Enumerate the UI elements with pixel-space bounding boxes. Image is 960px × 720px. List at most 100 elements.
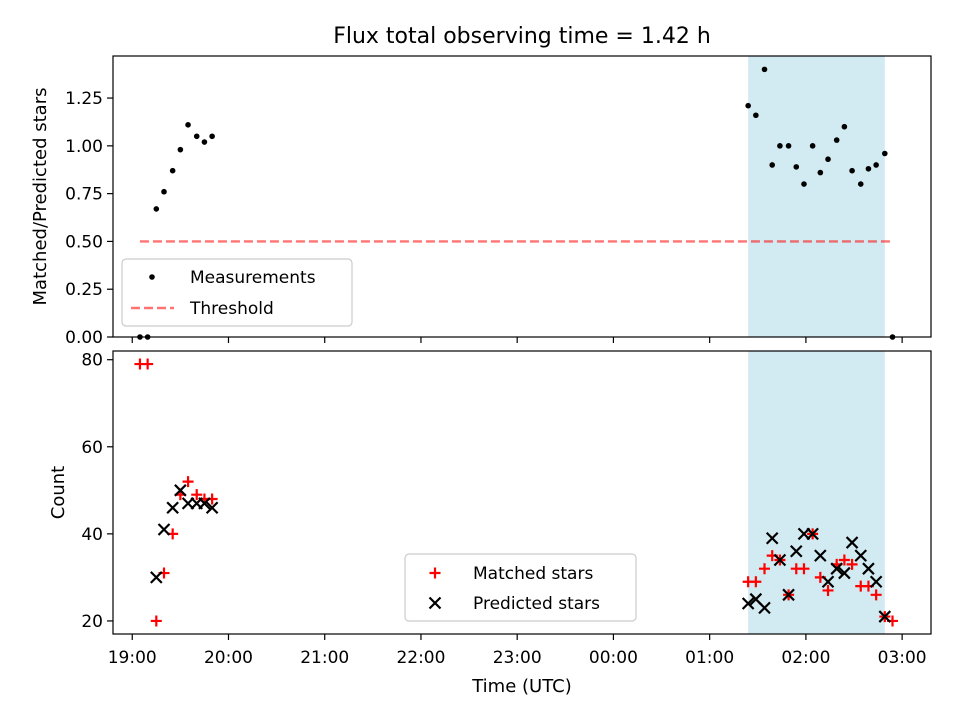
predicted-star-point — [157, 523, 171, 536]
measurement-point — [857, 181, 864, 187]
y-tick-label: 60 — [81, 438, 103, 458]
x-tick-label: 02:00 — [781, 648, 830, 668]
matched-star-point — [759, 563, 771, 575]
legend-label: Matched stars — [473, 564, 593, 584]
matched-star-point — [798, 563, 810, 575]
measurement-point — [761, 66, 768, 73]
predicted-star-point — [838, 566, 851, 580]
predicted-star-point — [765, 531, 779, 545]
measurement-point — [817, 169, 824, 176]
y-tick-label: 1.00 — [65, 137, 103, 157]
legend-box — [121, 258, 353, 327]
count-points — [134, 358, 899, 627]
measurement-point — [745, 102, 751, 109]
predicted-star-point — [150, 571, 163, 584]
measurement-point — [785, 143, 792, 149]
measurement-point — [793, 164, 800, 170]
x-tick-label: 22:00 — [396, 648, 445, 668]
x-tick-label: 00:00 — [589, 648, 638, 668]
y-tick-label: 0.50 — [65, 232, 103, 252]
y-tick-label: 80 — [81, 351, 103, 371]
predicted-star-point — [166, 501, 179, 515]
chart-title: Flux total observing time = 1.42 h — [333, 24, 711, 49]
matched-star-point — [846, 558, 858, 570]
ratio-panel: 0.00 0.25 0.50 0.75 1.00 1.25 Matched/Predict… — [30, 55, 932, 348]
legend: Matched stars Predicted stars — [404, 553, 637, 622]
legend-measurement-marker — [149, 274, 155, 280]
measurement-point — [801, 181, 807, 187]
predicted-star-point — [814, 549, 827, 562]
plot-frame — [112, 55, 932, 338]
y-axis-label: Count — [48, 466, 69, 519]
measurement-point — [777, 143, 783, 149]
y-tick-label: 1.25 — [65, 89, 103, 109]
measurement-point — [161, 188, 167, 195]
matched-star-point — [182, 476, 194, 488]
predicted-star-point — [773, 553, 787, 567]
y-tick-label: 0.25 — [65, 280, 103, 300]
x-axis-ticks: 19:00 20:00 21:00 22:00 23:00 00:00 01:00 02:00… — [108, 634, 927, 668]
measurement-point — [841, 123, 848, 130]
predicted-star-point — [758, 601, 771, 615]
measurement-point — [769, 162, 776, 168]
count-panel: 20 40 60 80 19:00 20:00 21:00 22:00 23:00 00:00 0… — [48, 350, 932, 668]
measurement-point — [153, 206, 160, 212]
legend-matched-marker — [429, 567, 441, 579]
matched-star-point — [870, 589, 882, 601]
plot-frame — [112, 350, 932, 635]
matched-star-point — [838, 554, 850, 566]
measurement-point — [209, 133, 215, 140]
legend-predicted-marker — [428, 596, 442, 610]
y-tick-label: 40 — [81, 525, 103, 545]
measurement-point — [185, 122, 191, 128]
matched-star-point — [750, 576, 762, 588]
matched-star-point — [142, 358, 154, 370]
predicted-star-point — [789, 544, 803, 558]
predicted-star-point — [869, 575, 883, 589]
measurement-point — [809, 143, 816, 149]
measurement-point — [882, 150, 888, 157]
measurement-point — [833, 137, 840, 143]
legend-label: Threshold — [189, 299, 274, 319]
y-axis-ticks: 0.00 0.25 0.50 0.75 1.00 1.25 — [65, 89, 113, 348]
predicted-star-point — [878, 610, 892, 623]
predicted-star-point — [198, 497, 211, 510]
observing-window-shade — [748, 351, 885, 634]
y-tick-label: 20 — [81, 612, 103, 632]
x-axis-label: Time (UTC) — [471, 676, 572, 697]
legend-label: Predicted stars — [473, 594, 600, 614]
matched-star-point — [150, 615, 162, 627]
predicted-star-point — [806, 527, 819, 541]
predicted-star-point — [845, 536, 859, 549]
measurement-point — [177, 146, 184, 153]
y-axis-label: Matched/Predicted stars — [30, 88, 51, 306]
predicted-star-point — [174, 484, 187, 497]
predicted-star-point — [854, 549, 868, 562]
measurement-point — [169, 167, 176, 174]
measurement-point — [865, 165, 872, 172]
matched-star-point — [822, 584, 834, 596]
measurement-point — [849, 167, 855, 174]
x-tick-label: 21:00 — [300, 648, 349, 668]
x-tick-label: 19:00 — [108, 648, 157, 668]
x-tick-label: 03:00 — [878, 648, 927, 668]
y-tick-label: 0.75 — [65, 185, 103, 205]
observing-window-shade — [748, 56, 885, 337]
measurement-point — [753, 112, 759, 119]
matched-star-point — [191, 489, 203, 501]
measurement-points — [137, 66, 896, 340]
predicted-star-point — [821, 575, 835, 589]
predicted-star-point — [862, 562, 875, 575]
x-tick-label: 01:00 — [685, 648, 734, 668]
measurement-point — [825, 156, 831, 163]
x-axis-ticks — [131, 337, 903, 343]
predicted-star-point — [830, 562, 843, 575]
measurement-point — [873, 162, 879, 168]
predicted-star-point — [741, 597, 755, 610]
legend-label: Measurements — [190, 268, 316, 288]
legend: Measurements Threshold — [121, 258, 353, 327]
measurement-point — [193, 133, 200, 140]
x-tick-label: 20:00 — [204, 648, 253, 668]
predicted-star-point — [205, 501, 219, 515]
